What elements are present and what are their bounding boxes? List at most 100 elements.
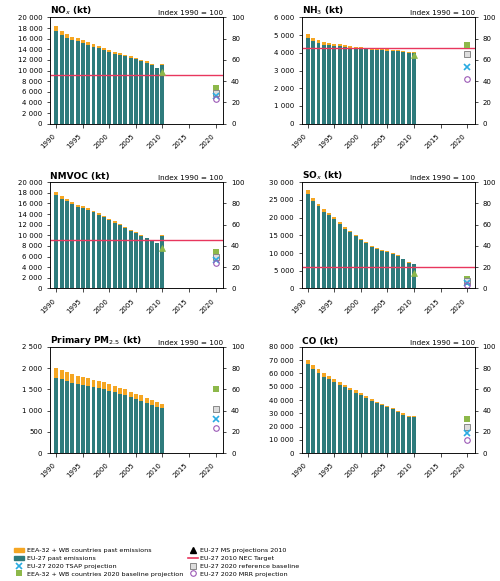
Bar — [396, 412, 400, 453]
Bar — [65, 34, 69, 38]
Bar — [396, 255, 400, 256]
Bar — [380, 50, 384, 124]
Bar — [354, 236, 358, 288]
Bar — [391, 410, 395, 453]
Bar — [386, 49, 390, 51]
Bar — [76, 41, 80, 124]
Bar — [160, 65, 164, 124]
Bar — [150, 65, 154, 124]
Bar — [306, 193, 310, 288]
Bar — [128, 231, 132, 288]
Bar — [386, 407, 390, 453]
Bar — [332, 379, 336, 382]
Bar — [327, 215, 331, 288]
Bar — [108, 50, 112, 52]
Text: Index 1990 = 100: Index 1990 = 100 — [158, 10, 224, 16]
Bar — [81, 385, 85, 453]
Text: Index 1990 = 100: Index 1990 = 100 — [158, 340, 224, 346]
Bar — [112, 386, 116, 392]
Bar — [343, 385, 347, 388]
Bar — [54, 195, 58, 288]
Bar — [128, 58, 132, 124]
Bar — [306, 360, 310, 364]
Bar — [396, 50, 400, 51]
Bar — [306, 38, 310, 124]
Bar — [311, 369, 315, 453]
Bar — [118, 388, 122, 394]
Bar — [311, 41, 315, 124]
Bar — [380, 49, 384, 50]
Bar — [359, 240, 363, 288]
Bar — [76, 384, 80, 453]
Bar — [54, 31, 58, 124]
Bar — [354, 235, 358, 236]
Bar — [76, 207, 80, 288]
Bar — [70, 37, 74, 40]
Bar — [396, 51, 400, 124]
Bar — [370, 48, 374, 49]
Bar — [160, 408, 164, 453]
Bar — [60, 35, 64, 124]
Bar — [65, 38, 69, 124]
Bar — [406, 416, 410, 417]
Bar — [124, 228, 128, 288]
Bar — [380, 404, 384, 406]
Bar — [406, 263, 410, 288]
Bar — [102, 389, 106, 453]
Bar — [60, 199, 64, 288]
Bar — [391, 51, 395, 124]
Bar — [86, 378, 90, 386]
Bar — [391, 408, 395, 410]
Bar — [124, 55, 128, 56]
Bar — [322, 209, 326, 211]
Bar — [364, 396, 368, 398]
Text: Primary PM$_{2.5}$ (kt): Primary PM$_{2.5}$ (kt) — [50, 334, 142, 347]
Text: Index 1990 = 100: Index 1990 = 100 — [410, 175, 475, 181]
Bar — [332, 217, 336, 218]
Bar — [92, 211, 96, 213]
Bar — [338, 385, 342, 453]
Bar — [140, 60, 143, 61]
Bar — [343, 45, 347, 47]
Bar — [54, 378, 58, 453]
Bar — [60, 379, 64, 453]
Bar — [316, 204, 320, 206]
Bar — [412, 52, 416, 53]
Bar — [70, 204, 74, 288]
Bar — [92, 213, 96, 288]
Bar — [60, 370, 64, 379]
Bar — [118, 55, 122, 124]
Bar — [118, 53, 122, 55]
Bar — [338, 46, 342, 124]
Bar — [348, 232, 352, 288]
Bar — [118, 394, 122, 453]
Bar — [354, 390, 358, 393]
Bar — [327, 376, 331, 379]
Bar — [354, 393, 358, 453]
Bar — [108, 218, 112, 220]
Bar — [354, 49, 358, 124]
Bar — [112, 392, 116, 453]
Bar — [322, 45, 326, 124]
Bar — [65, 199, 69, 201]
Bar — [354, 47, 358, 49]
Bar — [391, 253, 395, 254]
Bar — [364, 243, 368, 288]
Bar — [97, 46, 101, 48]
Bar — [124, 389, 128, 395]
Bar — [150, 241, 154, 288]
Bar — [144, 238, 148, 288]
Bar — [402, 51, 406, 52]
Bar — [311, 365, 315, 369]
Bar — [412, 416, 416, 417]
Bar — [306, 191, 310, 193]
Bar — [54, 368, 58, 378]
Bar — [76, 38, 80, 41]
Bar — [364, 48, 368, 49]
Bar — [359, 239, 363, 240]
Bar — [311, 200, 315, 288]
Bar — [102, 216, 106, 217]
Bar — [155, 402, 159, 407]
Bar — [343, 47, 347, 124]
Bar — [112, 52, 116, 53]
